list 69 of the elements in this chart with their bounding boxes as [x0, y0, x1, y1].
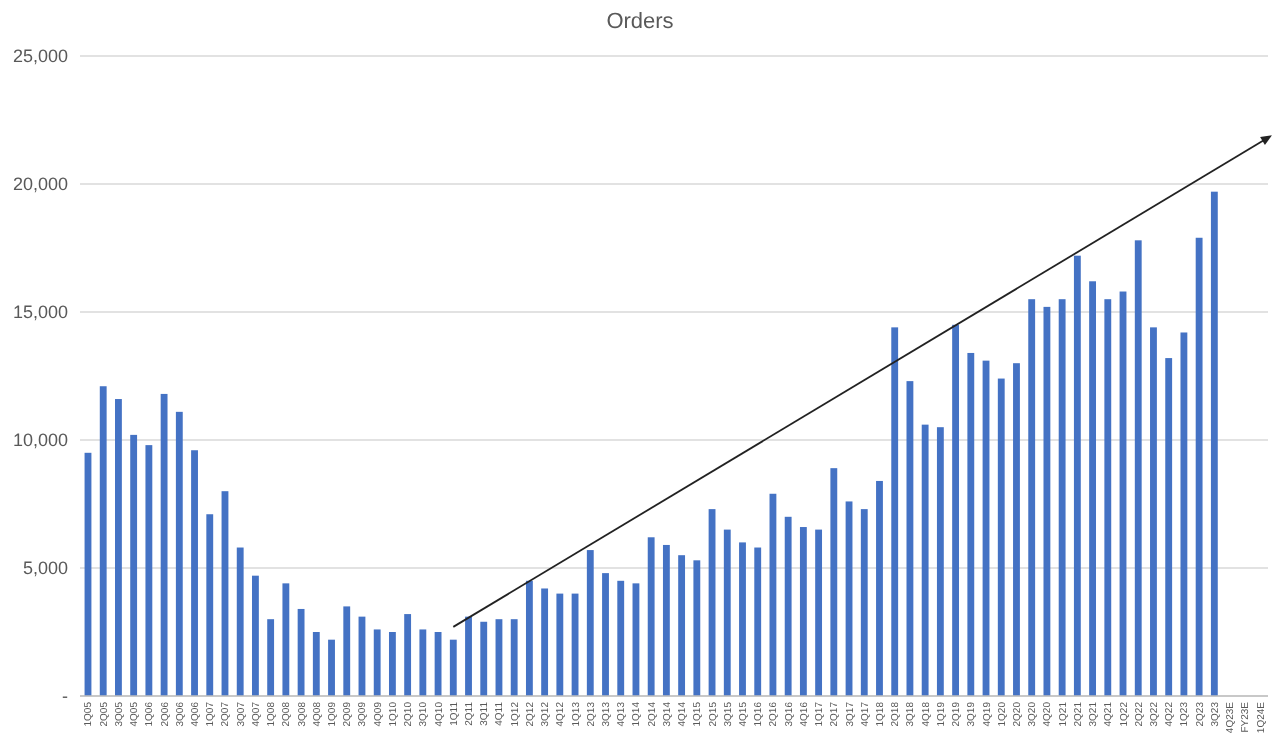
bar	[388, 632, 396, 696]
bar	[1013, 363, 1020, 696]
bar	[602, 573, 609, 696]
bar	[541, 588, 549, 696]
bar	[678, 555, 686, 696]
bar	[328, 639, 335, 696]
bar	[1058, 299, 1066, 696]
bar	[343, 606, 351, 696]
bar	[206, 514, 214, 696]
bar	[617, 580, 625, 696]
bar	[876, 480, 883, 696]
bar	[1043, 306, 1051, 696]
bar	[282, 583, 290, 696]
bar	[647, 537, 655, 696]
bar	[145, 445, 153, 696]
bar	[1180, 332, 1188, 696]
bar	[510, 619, 518, 696]
bar	[662, 544, 670, 696]
bar	[936, 427, 944, 696]
bar	[967, 352, 975, 696]
bar	[525, 580, 533, 696]
bar	[1210, 191, 1218, 696]
bar	[754, 547, 762, 696]
bar	[1134, 240, 1142, 696]
bar	[1028, 299, 1036, 696]
chart-title: Orders	[606, 10, 675, 34]
bar	[191, 450, 198, 696]
bar	[997, 378, 1005, 696]
bar	[1150, 327, 1157, 696]
bar	[160, 393, 168, 696]
bar	[312, 632, 320, 696]
bar	[297, 608, 305, 696]
y-tick-label: -	[62, 686, 68, 707]
bar	[419, 629, 427, 696]
bar	[175, 411, 183, 696]
bar	[815, 529, 823, 696]
bar	[236, 547, 244, 696]
y-tick-label: 5,000	[22, 558, 68, 579]
bar	[1089, 281, 1096, 696]
bar	[723, 529, 731, 696]
y-tick-label: 15,000	[12, 302, 68, 323]
bar	[252, 575, 259, 696]
bar	[1165, 358, 1173, 696]
bar	[860, 509, 868, 696]
bar	[1073, 255, 1081, 696]
bar	[99, 386, 107, 696]
bar	[480, 621, 488, 696]
y-tick-label: 10,000	[12, 430, 68, 451]
bar	[586, 550, 594, 696]
bar	[465, 616, 472, 696]
bar	[373, 629, 381, 696]
bar	[1195, 237, 1203, 696]
bar	[267, 619, 275, 696]
bar	[952, 324, 960, 696]
bar	[799, 527, 807, 696]
bar	[556, 593, 564, 696]
bar	[784, 516, 792, 696]
bar	[130, 434, 138, 696]
bar	[449, 639, 457, 696]
bar	[830, 468, 838, 696]
bar	[1104, 299, 1112, 696]
bar	[693, 560, 701, 696]
bar	[115, 399, 122, 696]
y-tick-label: 20,000	[12, 174, 68, 195]
bar	[921, 424, 929, 696]
bar	[739, 542, 746, 696]
bar	[891, 327, 899, 696]
bar	[404, 614, 412, 696]
y-tick-label: 25,000	[12, 46, 68, 67]
